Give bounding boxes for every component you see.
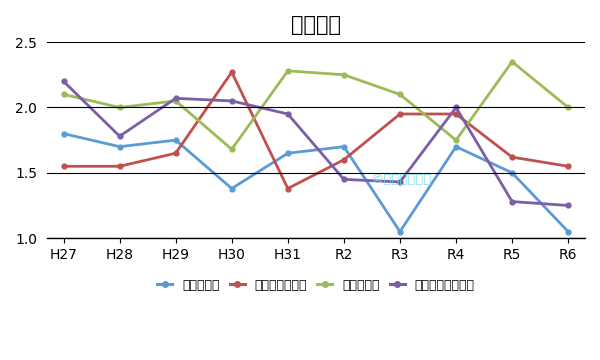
情報工学科 <box>116 105 123 110</box>
機械工学科 <box>397 229 404 234</box>
都市・環境工学科 <box>509 199 516 204</box>
都市・環境工学科 <box>172 96 179 100</box>
Line: 都市・環境工学科: 都市・環境工学科 <box>61 79 571 208</box>
都市・環境工学科 <box>228 99 235 103</box>
電気電子工学科 <box>397 112 404 116</box>
機械工学科 <box>116 144 123 149</box>
電気電子工学科 <box>452 112 460 116</box>
情報工学科 <box>60 92 67 96</box>
情報工学科 <box>228 147 235 152</box>
都市・環境工学科 <box>397 180 404 184</box>
情報工学科 <box>172 99 179 103</box>
機械工学科 <box>509 171 516 175</box>
Line: 情報工学科: 情報工学科 <box>61 59 571 152</box>
電気電子工学科 <box>284 186 292 191</box>
情報工学科 <box>340 73 347 77</box>
Legend: 機械工学科, 電気電子工学科, 情報工学科, 都市・環境工学科: 機械工学科, 電気電子工学科, 情報工学科, 都市・環境工学科 <box>152 274 479 297</box>
機械工学科 <box>228 186 235 191</box>
情報工学科 <box>397 92 404 96</box>
都市・環境工学科 <box>60 79 67 84</box>
電気電子工学科 <box>340 158 347 162</box>
機械工学科 <box>340 144 347 149</box>
都市・環境工学科 <box>565 203 572 208</box>
機械工学科 <box>172 138 179 142</box>
都市・環境工学科 <box>452 105 460 110</box>
都市・環境工学科 <box>284 112 292 116</box>
電気電子工学科 <box>228 70 235 74</box>
Text: ©高専受験計画: ©高専受験計画 <box>370 173 431 186</box>
情報工学科 <box>565 105 572 110</box>
情報工学科 <box>509 59 516 64</box>
機械工学科 <box>565 229 572 234</box>
都市・環境工学科 <box>116 134 123 138</box>
機械工学科 <box>60 131 67 136</box>
都市・環境工学科 <box>340 177 347 181</box>
電気電子工学科 <box>565 164 572 168</box>
電気電子工学科 <box>60 164 67 168</box>
電気電子工学科 <box>116 164 123 168</box>
情報工学科 <box>284 69 292 73</box>
電気電子工学科 <box>172 151 179 156</box>
機械工学科 <box>452 144 460 149</box>
情報工学科 <box>452 138 460 142</box>
Line: 電気電子工学科: 電気電子工学科 <box>61 70 571 191</box>
機械工学科 <box>284 151 292 156</box>
Title: 入試全体: 入試全体 <box>291 15 341 35</box>
Line: 機械工学科: 機械工学科 <box>61 131 571 234</box>
電気電子工学科 <box>509 155 516 159</box>
